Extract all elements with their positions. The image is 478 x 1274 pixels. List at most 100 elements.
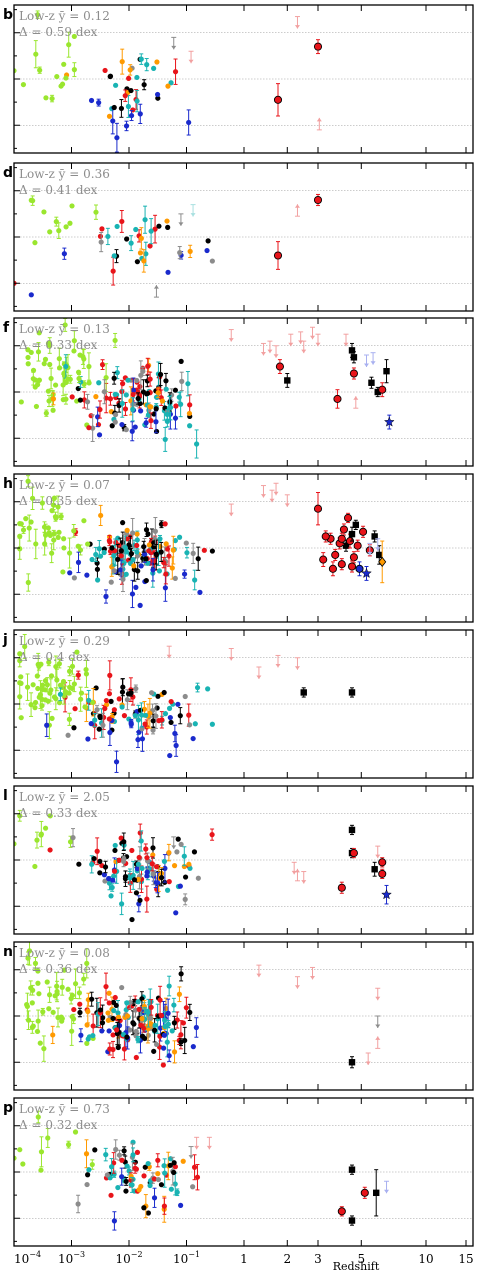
data-point <box>47 813 53 819</box>
limit-arrow <box>301 340 307 354</box>
data-point <box>134 549 140 555</box>
data-point <box>69 663 76 670</box>
data-point <box>18 674 24 680</box>
data-point <box>105 233 111 240</box>
data-point <box>45 1135 51 1141</box>
data-point <box>107 672 113 678</box>
data-point <box>111 375 117 381</box>
data-point <box>147 403 153 410</box>
data-point <box>142 551 148 557</box>
data-point <box>119 984 125 991</box>
data-point <box>178 971 184 977</box>
data-point <box>93 209 99 215</box>
data-point <box>141 1205 147 1211</box>
x-tick-label: 10 <box>418 1252 433 1266</box>
limit-arrow <box>256 964 262 978</box>
x-axis: 10−4 10−3 10−2 10−1 1 2 3 5 10 15 <box>14 1250 474 1266</box>
data-point <box>56 356 62 362</box>
data-point <box>128 1173 134 1179</box>
data-point <box>130 107 136 113</box>
data-point <box>171 1020 177 1026</box>
data-point <box>174 849 180 855</box>
data-point <box>71 528 77 534</box>
data-point <box>194 1174 201 1180</box>
data-point-highz <box>337 534 346 543</box>
data-point <box>186 712 192 718</box>
data-point <box>191 849 198 855</box>
data-point <box>28 702 34 708</box>
data-point <box>143 556 149 562</box>
data-point <box>103 375 109 381</box>
annotation-mean: Low-z ȳ = 0.08 <box>19 946 110 960</box>
limit-arrow <box>275 654 281 668</box>
data-point <box>47 847 53 853</box>
data-point <box>115 556 121 562</box>
data-point-highz <box>371 866 378 873</box>
data-point <box>59 1018 65 1024</box>
limit-arrow <box>363 354 369 367</box>
data-point <box>39 500 45 506</box>
data-point <box>25 478 31 484</box>
limit-arrow <box>228 329 234 342</box>
data-point <box>123 1188 129 1194</box>
data-point-highz <box>348 1166 356 1173</box>
data-point-highz <box>348 689 356 696</box>
data-point <box>135 876 141 883</box>
data-point <box>94 848 100 854</box>
data-point <box>81 976 87 982</box>
data-point <box>47 361 53 368</box>
data-point <box>161 689 167 696</box>
data-point <box>138 235 144 241</box>
x-tick-label: 3 <box>314 1252 322 1266</box>
data-point <box>98 512 104 519</box>
data-point <box>83 666 89 673</box>
data-point <box>32 377 38 383</box>
data-point-highz <box>374 388 381 396</box>
data-point <box>112 391 118 397</box>
limit-arrow <box>343 333 349 347</box>
data-point <box>97 858 103 864</box>
data-point <box>33 403 40 410</box>
data-point <box>97 714 103 721</box>
annotation-mean: Low-z ȳ = 0.29 <box>19 634 110 648</box>
data-point <box>106 691 113 697</box>
x-tick-label: 15 <box>458 1252 473 1266</box>
data-point <box>78 690 85 696</box>
data-point <box>152 528 158 534</box>
data-point <box>108 893 114 899</box>
data-point <box>131 877 138 883</box>
data-point-highz <box>378 858 387 867</box>
data-point <box>121 856 127 862</box>
data-point <box>209 721 215 727</box>
data-point <box>52 382 59 388</box>
data-point <box>131 563 137 569</box>
data-point <box>152 226 158 232</box>
data-point <box>49 95 55 102</box>
data-point-highz <box>321 532 330 541</box>
data-point <box>20 81 27 88</box>
data-point <box>45 388 51 394</box>
data-point <box>17 533 23 539</box>
limit-arrow <box>267 340 273 354</box>
data-point <box>113 1002 119 1009</box>
data-point <box>100 1015 106 1021</box>
data-point <box>142 721 148 727</box>
data-point <box>34 1028 41 1035</box>
data-point <box>143 251 149 257</box>
data-point <box>155 1171 161 1177</box>
data-point <box>138 372 144 378</box>
data-point <box>81 518 87 524</box>
data-point <box>18 399 24 405</box>
panel-letter: j <box>2 632 8 648</box>
data-point <box>155 693 161 699</box>
x-tick-label: 1 <box>240 1252 248 1266</box>
data-point <box>107 396 114 402</box>
data-point <box>148 690 155 696</box>
limit-arrow <box>171 836 177 849</box>
annotation-scatter: Δ = 0.32 dex <box>19 1118 98 1132</box>
data-point <box>105 1010 111 1016</box>
data-point <box>134 74 140 81</box>
data-point <box>29 1000 35 1006</box>
data-point <box>106 1000 112 1006</box>
data-point <box>75 369 82 375</box>
